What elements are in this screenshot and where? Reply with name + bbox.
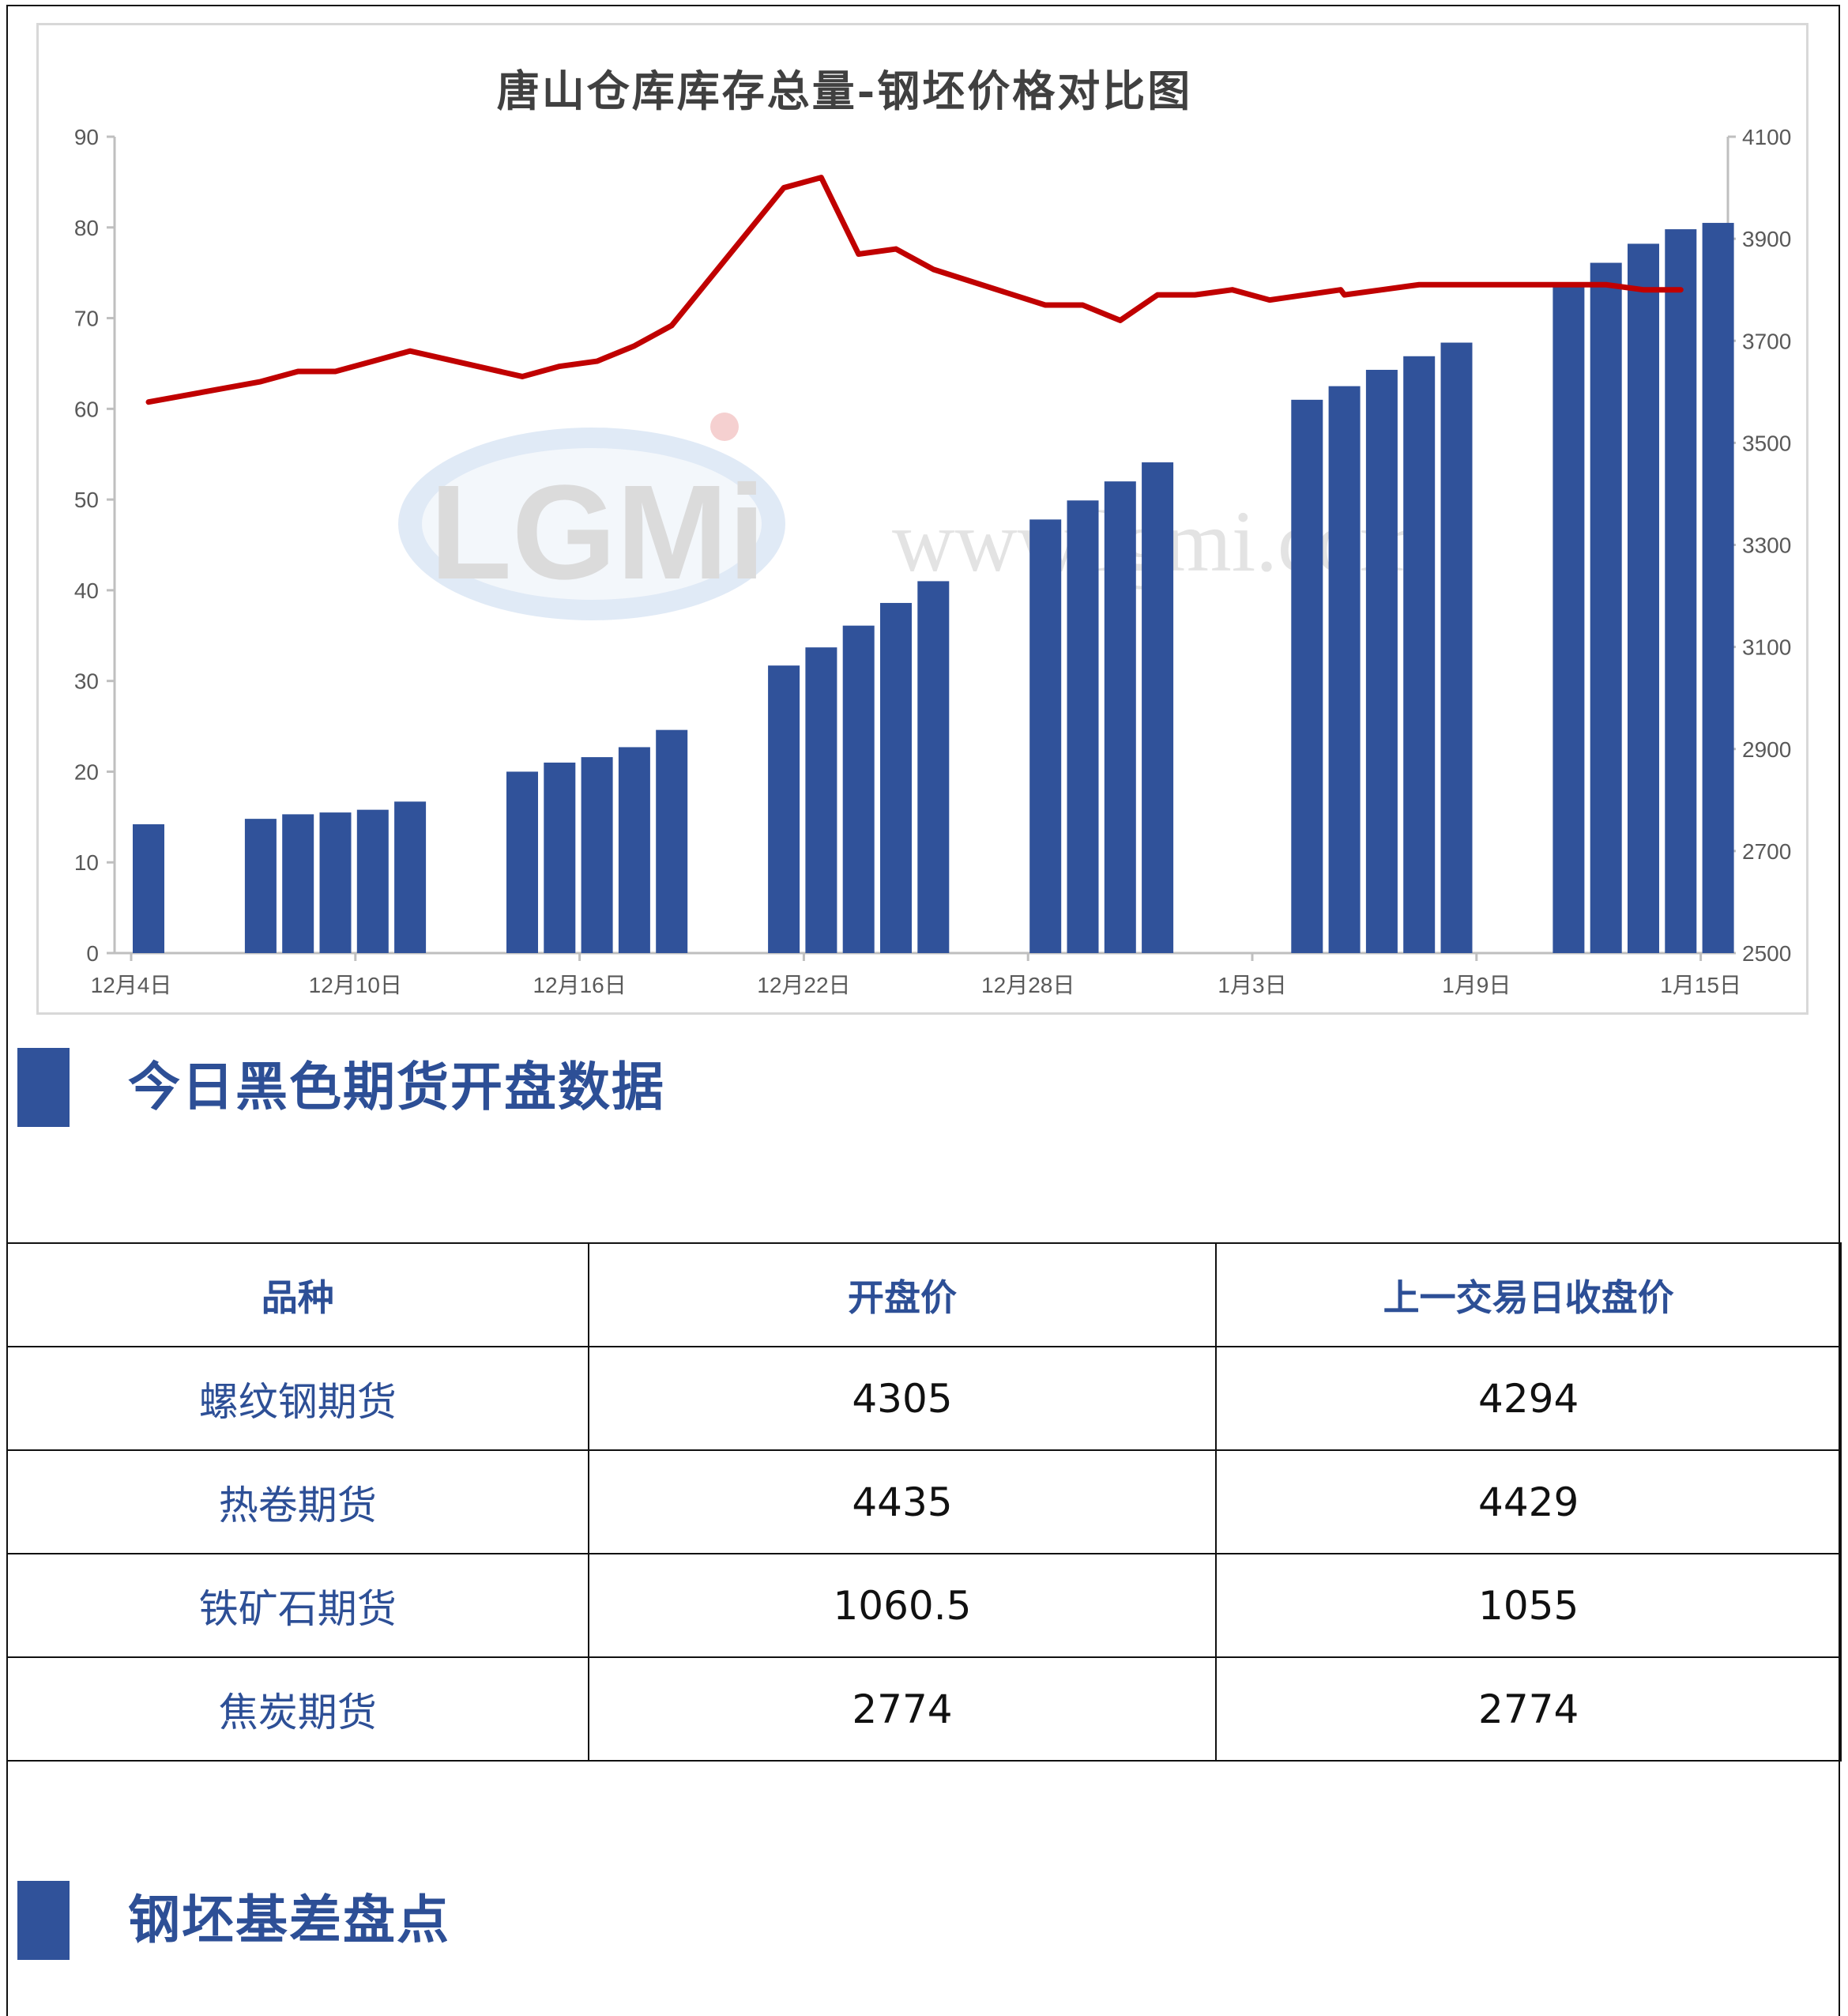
table-row: 螺纹钢期货 4305 4294 [6,1346,1842,1451]
y-right-tick-label: 2700 [1742,839,1791,864]
bar [319,812,352,953]
cell-name: 热卷期货 [6,1449,589,1554]
header-variety: 品种 [6,1242,589,1347]
section-marker [17,1048,70,1127]
x-tick-label: 12月10日 [309,973,402,997]
bar [394,801,427,953]
y-left-tick-label: 30 [74,669,99,694]
y-right-tick-label: 4100 [1742,125,1791,149]
section-marker [17,1881,70,1960]
cell-open: 4305 [587,1346,1218,1451]
x-tick-label: 12月22日 [757,973,850,997]
bar [1142,462,1174,953]
cell-prev-close: 2774 [1215,1656,1842,1762]
lgmi-watermark: LGMi www.lgmi.com [398,413,1427,620]
cell-prev-close: 4294 [1215,1346,1842,1451]
chart-container: LGMi www.lgmi.com 0 10 20 30 40 50 60 70 80 90 250… [36,23,1808,1015]
bar [1665,229,1697,953]
table-row: 焦炭期货 2774 2774 [6,1656,1842,1762]
bar [1440,342,1473,954]
y-left-tick-label: 20 [74,759,99,784]
bar [1628,243,1659,954]
x-tick-label: 1月15日 [1660,973,1741,997]
y-right-tick-label: 3300 [1742,533,1791,558]
bar [133,824,164,953]
x-tick-label: 12月4日 [91,973,172,997]
bar [805,647,837,953]
bar-series [133,223,1734,954]
cell-name: 铁矿石期货 [6,1553,589,1658]
bar [1403,356,1436,953]
y-right-tick-label: 3900 [1742,227,1791,251]
y-right-tick-label: 3100 [1742,635,1791,660]
x-tick-label: 1月9日 [1442,973,1511,997]
bar [1328,386,1361,953]
header-open: 开盘价 [587,1242,1218,1347]
bar [1590,262,1622,953]
x-tick-label: 12月28日 [981,973,1075,997]
table-row: 热卷期货 4435 4429 [6,1449,1842,1554]
bar [1104,481,1136,953]
table-row: 铁矿石期货 1060.5 1055 [6,1553,1842,1658]
bar [356,809,389,953]
section-title-basis: 钢坯基差盘点 [128,1890,450,1950]
bar [1291,399,1323,953]
y-left-tick-label: 40 [74,578,99,603]
cell-prev-close: 4429 [1215,1449,1842,1554]
cell-name: 螺纹钢期货 [6,1346,589,1451]
y-left-tick-label: 60 [74,397,99,421]
y-left-tick-label: 90 [74,125,99,149]
bar [656,729,688,953]
bar [506,771,538,953]
price-line [145,175,1684,405]
line-series [145,175,1684,405]
bar [917,581,950,953]
bar [842,625,875,953]
bar [544,762,576,953]
bar [1702,223,1734,953]
bar [1365,369,1398,953]
bar [768,665,800,953]
page-frame [6,5,1840,2016]
x-tick-label: 12月16日 [533,973,626,997]
futures-table: 品种 开盘价 上一交易日收盘价 螺纹钢期货 4305 4294 热卷期货 443… [6,1242,1842,1762]
cell-prev-close: 1055 [1215,1553,1842,1658]
x-tick-label: 1月3日 [1218,973,1286,997]
y-right-tick-label: 2900 [1742,737,1791,762]
chart-title: 唐山仓库库存总量-钢坯价格对比图 [497,66,1192,116]
bar [282,814,314,953]
cell-name: 焦炭期货 [6,1656,589,1762]
y-left-tick-label: 70 [74,307,99,331]
bar [1067,500,1099,953]
chart-svg: LGMi www.lgmi.com 0 10 20 30 40 50 60 70 80 90 250… [74,66,1791,997]
bar [618,747,650,953]
watermark-logo-text: LGMi [430,458,766,608]
bar [244,819,277,953]
y-left-tick-label: 10 [74,850,99,875]
section-title-futures: 今日黑色期货开盘数据 [128,1057,665,1117]
cell-open: 1060.5 [587,1553,1218,1658]
y-right-tick-label: 3500 [1742,431,1791,455]
y-left-tick-label: 50 [74,488,99,512]
bar [1029,519,1062,953]
table-header-row: 品种 开盘价 上一交易日收盘价 [6,1242,1842,1347]
cell-open: 4435 [587,1449,1218,1554]
y-left-tick-label: 80 [74,216,99,240]
cell-open: 2774 [587,1656,1218,1762]
y-right-tick-label: 3700 [1742,329,1791,353]
y-left-tick-label: 0 [86,941,99,966]
header-prev-close: 上一交易日收盘价 [1215,1242,1842,1347]
bar [581,757,613,953]
bar [1553,283,1585,953]
bar [880,602,912,953]
y-right-tick-label: 2500 [1742,941,1791,966]
